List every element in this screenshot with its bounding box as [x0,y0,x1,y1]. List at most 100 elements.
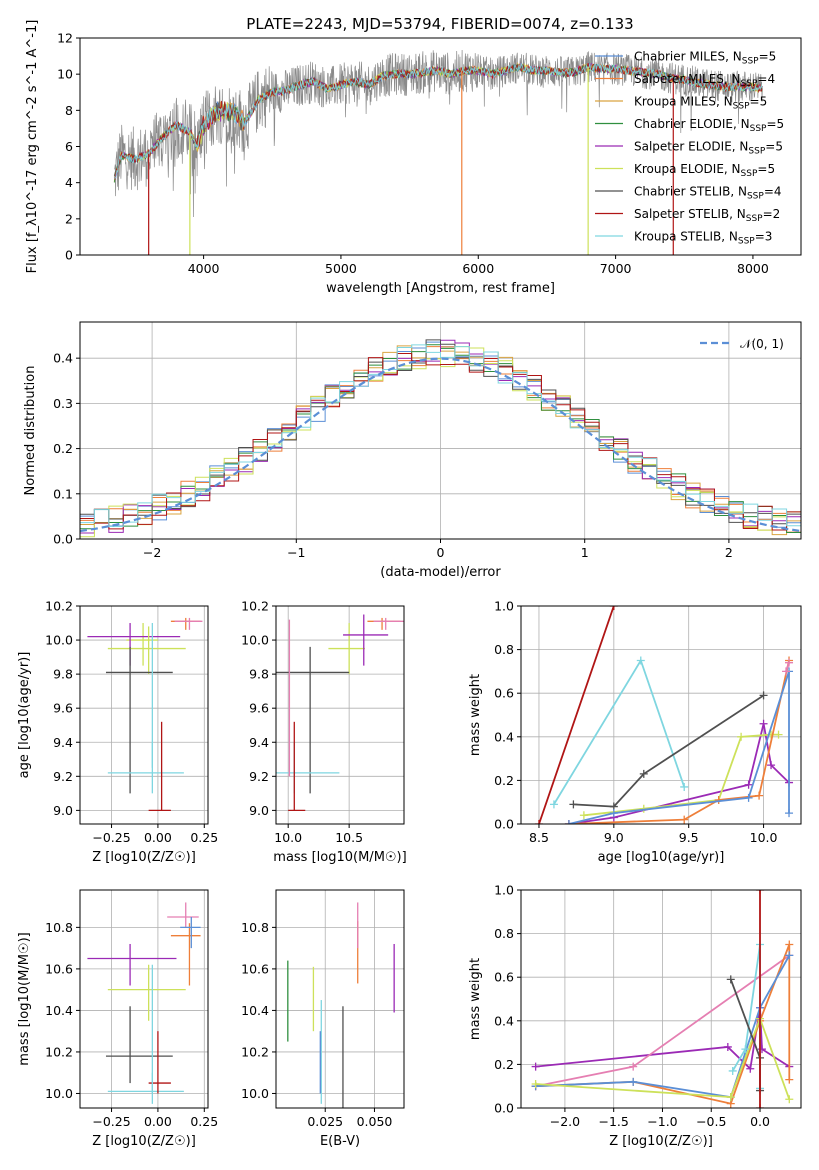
weight-point-marker [756,1104,765,1108]
legend-value: =5 [750,95,768,109]
weight-point-marker [569,800,578,809]
weight-series-line [553,658,686,805]
legend-value: =4 [764,185,782,199]
weight-point-marker [756,890,765,894]
y-tick-label: 9.4 [53,735,73,750]
chart-title: PLATE=2243, MJD=53794, FIBERID=0074, z=0… [246,15,633,33]
x-axis-label: wavelength [Angstrom, rest frame] [326,281,555,296]
axes-frame [520,605,802,825]
legend-label: Chabrier STELIB, NSSP=4 [634,185,782,202]
y-tick-label: 10.8 [45,920,73,935]
weight-point-marker [755,791,764,800]
y-axis-label: age [log10(age/yr)] [17,652,32,779]
axes-frame [79,605,209,825]
weight-point-marker [564,820,573,824]
y-tick-label: 10.0 [45,633,73,648]
chart-mass-Z: −0.25 0.00 0.25 10.0 10.2 10.4 10.6 10.8 Z [log1… [17,889,218,1149]
weight-point-marker [785,940,794,949]
x-axis-label: (data-model)/error [380,565,501,580]
x-tick-label: −0.5 [696,1114,726,1129]
plot-area [534,606,794,824]
y-tick-label: 0.1 [53,486,73,501]
y-tick-label: 10.4 [241,1003,269,1018]
chart-spectrum: Chabrier MILES, NSSP=5 Salpeter MILES, NS… [25,20,802,296]
legend-value: =4 [757,72,775,86]
weight-point-marker [636,656,645,665]
chart-residuals: 𝒩(0, 1) −2 −1 0 1 2 0.0 0.1 0.2 0.3 0.4 (data-model… [23,321,802,580]
y-axis-label: mass weight [468,674,483,756]
weight-point-marker [680,782,689,791]
y-tick-label: 1.0 [494,599,514,614]
x-tick-label: 8000 [737,261,769,276]
y-tick-label: 9.0 [53,803,73,818]
weight-point-marker [723,1042,732,1051]
x-tick-label: 0.00 [144,1114,172,1129]
y-tick-label: 10.2 [241,599,269,614]
legend-subscript: SSP [742,57,759,67]
weight-series-line [568,660,790,824]
y-axis-label: Normed distribution [23,366,38,496]
weight-point-marker [531,1062,540,1071]
y-tick-label: 10 [57,67,73,82]
x-tick-label: 10.0 [274,830,302,845]
y-tick-label: 0.0 [53,532,73,547]
x-tick-label: 0.025 [307,1114,343,1129]
weight-point-marker [759,719,768,728]
y-tick-label: 10.0 [45,1086,73,1101]
axes-frame [275,889,405,1109]
y-tick-label: 0.2 [494,1057,514,1072]
weight-series-line [535,1015,791,1100]
axes-frame [275,605,405,825]
y-tick-label: 0.6 [494,970,514,985]
weight-point-marker [609,809,618,818]
chart-weight-age: 8.5 9.0 9.5 10.0 0.0 0.2 0.4 0.6 0.8 1.0 age [log1… [468,599,802,865]
weight-point-marker [785,1095,794,1104]
weight-point-marker [782,667,791,676]
axes-frame [520,889,802,1109]
weight-point-marker [746,1064,755,1073]
legend-subscript: SSP [733,102,750,112]
legend-value: =5 [757,162,775,176]
y-tick-label: 1.0 [494,883,514,898]
plot-area [87,617,203,812]
weight-point-marker [639,769,648,778]
legend-subscript: SSP [741,79,758,89]
y-tick-label: 0.8 [494,926,514,941]
y-tick-label: 0.3 [53,396,73,411]
y-tick-label: 6 [65,139,73,154]
weight-series-line [535,1007,790,1071]
y-tick-label: 10.2 [45,599,73,614]
weight-point-marker [744,793,753,802]
y-tick-label: 12 [57,31,73,46]
weight-point-marker [629,1062,638,1071]
x-axis-label: Z [log10(Z/Z☉)] [92,1134,196,1149]
x-tick-label: 0.0 [750,1114,770,1129]
weight-point-marker [767,761,776,770]
chart-mass-ebv: 0.025 0.050 10.0 10.2 10.4 10.6 10.8 E(B-V) [241,889,405,1149]
y-tick-label: 4 [65,175,73,190]
y-tick-label: 0.4 [494,1013,514,1028]
y-tick-label: 0.0 [494,1101,514,1116]
x-tick-label: −2.0 [550,1114,580,1129]
y-tick-label: 0.2 [53,441,73,456]
x-tick-label: 10.0 [750,830,778,845]
weight-point-marker [680,815,689,824]
x-tick-label: 0.25 [190,1114,218,1129]
model-spectrum-line [113,62,763,179]
legend-label: Chabrier MILES, NSSP=5 [634,50,776,67]
x-tick-label: 10.5 [335,830,363,845]
chart-age-Z: −0.25 0.00 0.25 9.0 9.2 9.4 9.6 9.8 10.0 10.2 Z [l… [17,599,218,866]
y-tick-label: 10.2 [241,1044,269,1059]
y-tick-label: 8 [65,103,73,118]
y-tick-label: 9.0 [249,803,269,818]
x-axis-label: age [log10(age/yr)] [598,850,725,865]
x-tick-label: 2 [725,545,733,560]
x-tick-label: −1.5 [599,1114,629,1129]
y-tick-label: 10.0 [241,633,269,648]
legend-subscript: SSP [747,192,764,202]
x-tick-label: −2 [143,545,161,560]
y-tick-label: 0.2 [494,773,514,788]
x-axis-label: mass [log10(M/M☉)] [273,850,406,865]
x-tick-label: 0.050 [357,1114,393,1129]
legend-label: Salpeter ELODIE, NSSP=5 [634,140,783,157]
